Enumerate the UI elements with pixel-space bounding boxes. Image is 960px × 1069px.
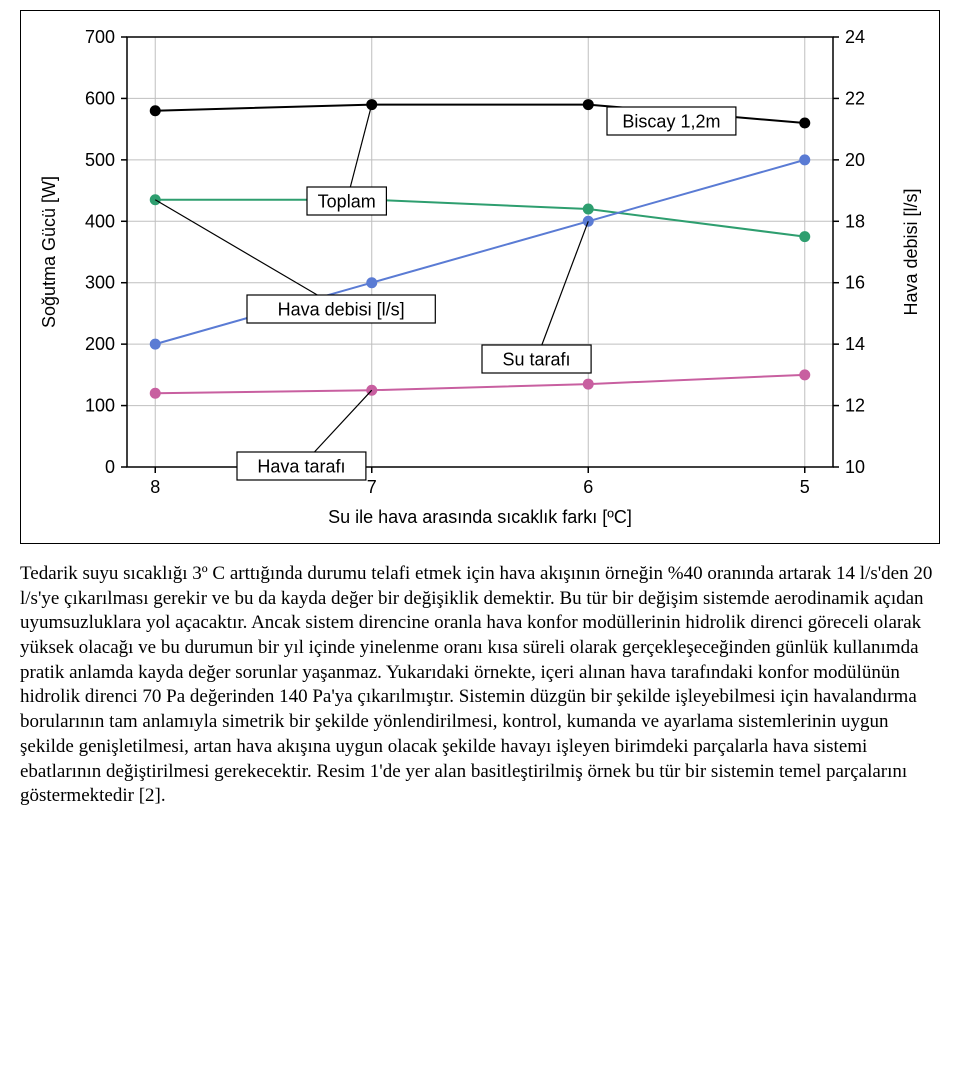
svg-text:600: 600 (85, 88, 115, 108)
svg-text:Hava debisi [l/s]: Hava debisi [l/s] (901, 188, 921, 315)
chart-container: 0 100 200 300 400 500 600 700 10 12 14 16 18 20 22 24 8 7… (20, 10, 940, 544)
svg-text:22: 22 (845, 88, 865, 108)
svg-text:700: 700 (85, 27, 115, 47)
svg-text:Soğutma Gücü [W]: Soğutma Gücü [W] (39, 176, 59, 328)
svg-text:16: 16 (845, 273, 865, 293)
svg-text:500: 500 (85, 150, 115, 170)
svg-text:200: 200 (85, 334, 115, 354)
svg-text:7: 7 (367, 477, 377, 497)
svg-text:Hava debisi [l/s]: Hava debisi [l/s] (278, 299, 405, 319)
page: 0 100 200 300 400 500 600 700 10 12 14 16 18 20 22 24 8 7… (0, 0, 960, 849)
svg-text:5: 5 (800, 477, 810, 497)
svg-text:12: 12 (845, 396, 865, 416)
svg-text:400: 400 (85, 211, 115, 231)
svg-text:6: 6 (583, 477, 593, 497)
chart-svg: 0 100 200 300 400 500 600 700 10 12 14 16 18 20 22 24 8 7… (27, 17, 933, 537)
svg-text:Biscay 1,2m: Biscay 1,2m (622, 111, 720, 131)
svg-text:10: 10 (845, 457, 865, 477)
svg-text:100: 100 (85, 396, 115, 416)
svg-text:Su ile hava arasında sıcaklık: Su ile hava arasında sıcaklık farkı [ºC] (328, 507, 632, 527)
svg-text:14: 14 (845, 334, 865, 354)
svg-text:18: 18 (845, 211, 865, 231)
svg-text:Toplam: Toplam (318, 191, 376, 211)
svg-text:300: 300 (85, 273, 115, 293)
svg-text:Su tarafı: Su tarafı (503, 349, 571, 369)
svg-text:0: 0 (105, 457, 115, 477)
svg-text:20: 20 (845, 150, 865, 170)
body-paragraph: Tedarik suyu sıcaklığı 3º C arttığında d… (20, 562, 940, 809)
svg-text:8: 8 (150, 477, 160, 497)
svg-text:Hava tarafı: Hava tarafı (257, 456, 345, 476)
svg-text:24: 24 (845, 27, 865, 47)
